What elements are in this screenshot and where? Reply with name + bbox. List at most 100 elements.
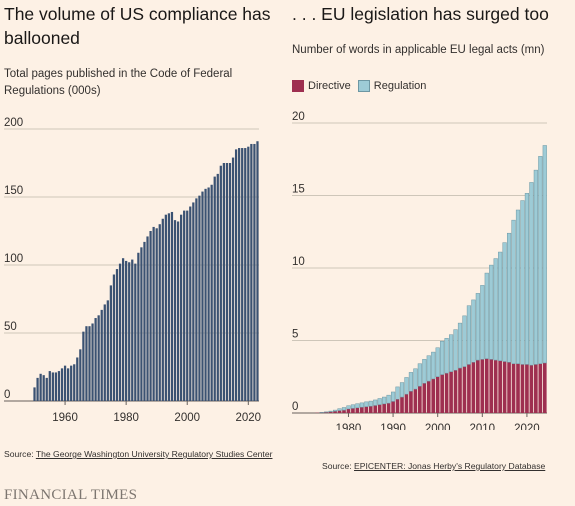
bar-directive [542,362,547,413]
bar-us-pages [76,357,79,401]
bar-us-pages [121,258,125,401]
bar-us-pages [51,372,54,401]
bar-directive [458,368,462,413]
x-tick-label-right: 2000 [425,423,451,430]
bar-directive [409,391,413,413]
bar-directive [516,363,520,413]
bar-regulation [346,405,351,410]
bar-us-pages [219,165,222,401]
y-tick-label-right: 0 [292,401,298,413]
bar-us-pages [253,143,256,401]
bar-directive [498,360,502,413]
bar-regulation [471,299,476,363]
bar-directive [471,362,476,413]
bar-directive [520,364,525,413]
bar-us-pages [149,231,152,401]
bar-regulation [382,396,387,405]
bar-directive [368,406,373,413]
bar-us-pages [70,365,73,401]
bar-regulation [417,363,422,387]
bar-us-pages [186,210,189,401]
bar-us-pages [155,228,158,401]
bar-directive [489,359,494,413]
bar-regulation [395,386,400,400]
bar-directive [507,362,511,413]
bar-regulation [515,209,521,364]
right-chart-title: . . . EU legislation has surged too [292,4,549,24]
bar-directive [360,407,364,413]
x-tick-label-right: 2020 [514,423,540,430]
legend-label-directive: Directive [308,80,351,92]
bar-us-pages [238,148,241,401]
bar-regulation [341,407,347,411]
bar-regulation [498,251,503,362]
y-tick-label-left: 100 [4,253,23,265]
bar-directive [462,366,467,413]
bar-directive [476,360,480,413]
bar-regulation [448,334,454,372]
bar-regulation [359,402,364,408]
bar-us-pages [88,326,91,401]
bar-regulation [466,305,472,365]
bar-directive [534,364,538,413]
bar-directive [342,410,346,413]
bar-regulation [386,394,391,404]
bar-directive [391,401,395,413]
bar-directive [538,363,543,413]
bar-us-pages [45,377,48,401]
legend: Directive Regulation [292,80,433,92]
bar-us-pages [134,263,137,401]
bar-regulation [511,219,516,364]
bar-regulation [440,340,445,375]
left-source-link[interactable]: The George Washington University Regulat… [35,449,273,459]
x-tick-label-left: 2000 [174,412,200,424]
bar-us-pages [173,220,177,401]
bar-us-pages [164,214,167,401]
bar-regulation [506,232,512,363]
bar-us-pages [57,371,61,401]
bar-regulation [529,182,534,366]
bar-us-pages [161,218,164,401]
bar-us-pages [207,187,210,401]
bar-us-pages [234,149,238,401]
bar-regulation [431,351,436,380]
bar-us-pages [231,157,235,401]
bar-regulation [373,399,378,406]
bar-directive [364,406,369,413]
right-chart-subtitle: Number of words in applicable EU legal a… [292,44,545,56]
legend-swatch-directive [292,80,304,92]
bar-us-pages [91,323,94,401]
bar-us-pages [152,226,155,401]
bar-us-pages [140,247,143,401]
bar-us-pages [247,146,250,401]
bar-directive [440,374,444,413]
bar-regulation [453,329,458,371]
legend-label-regulation: Regulation [373,80,427,92]
bar-regulation [435,347,440,377]
bar-us-pages [216,173,219,401]
y-tick-label-right: 20 [292,111,305,123]
right-source-prefix: Source: [322,461,355,471]
bar-regulation [480,285,485,360]
y-tick-label-right: 5 [292,329,298,341]
bar-directive [431,378,436,413]
x-tick-label-right: 2010 [470,423,496,430]
bar-us-pages [125,260,128,401]
bar-directive [529,365,534,413]
bar-us-pages [82,331,85,401]
bar-us-pages [222,163,226,401]
bar-regulation [538,156,543,364]
bar-us-pages [63,365,67,401]
bar-us-pages [103,304,106,401]
bar-directive [324,412,328,413]
bar-directive [525,364,529,413]
left-chart-subtitle: Total pages published in the Code of Fed… [4,68,233,97]
bar-us-pages [189,206,192,401]
x-tick-label-left: 1960 [52,412,78,424]
right-source-link[interactable]: EPICENTER: Jonas Herby's Regulatory Data… [354,461,546,471]
bar-us-pages [179,214,183,401]
bar-directive [400,397,404,413]
bar-directive [480,359,485,413]
bar-directive [333,411,337,413]
ft-logo: FINANCIAL TIMES [4,487,138,503]
